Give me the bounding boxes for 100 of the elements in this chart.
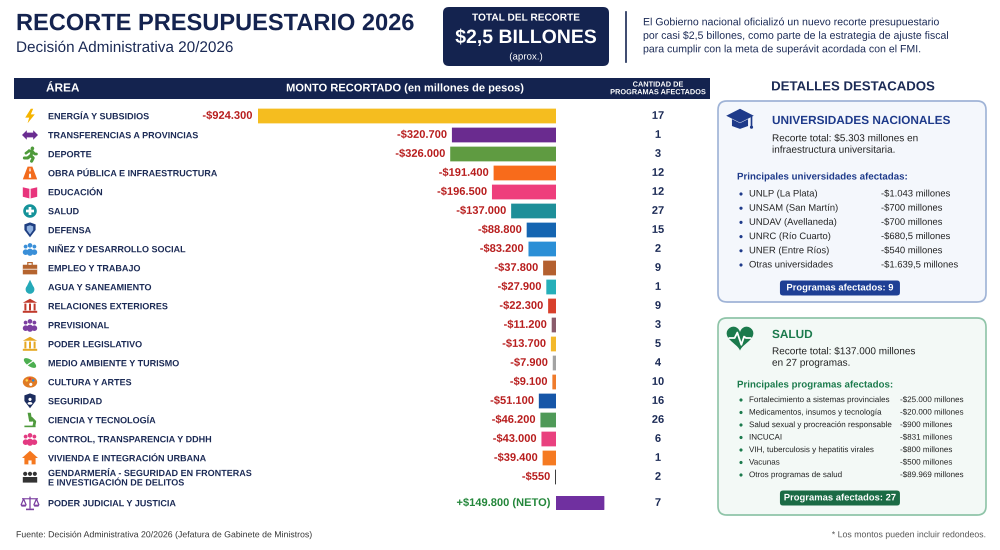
data-label: -$43.000 <box>493 434 536 443</box>
text: -$540 millones <box>881 246 942 254</box>
y-tick-label: AGUA Y SANEAMIENTO <box>48 284 152 290</box>
data-label: 2 <box>655 244 661 252</box>
text: VIH, tuberculosis y hepatitis virales <box>749 446 874 454</box>
text: -$1.043 millones <box>881 189 950 198</box>
text: UNER (Entre Ríos) <box>750 246 829 256</box>
data-label: -$137.000 <box>456 206 506 215</box>
data-label: 9 <box>655 263 661 271</box>
y-tick-label: CULTURA Y ARTES <box>48 378 132 386</box>
data-label: 12 <box>652 168 664 176</box>
y-tick-label: PODER JUDICIAL Y JUSTICIA <box>48 500 176 506</box>
data-label: 9 <box>655 301 661 309</box>
data-label: -$46.200 <box>492 414 536 424</box>
text: -$500 millones <box>900 458 952 466</box>
data-label: 4 <box>655 358 662 366</box>
data-label: -$13.700 <box>502 338 546 348</box>
y-tick-label: CONTROL, TRANSPARENCIA Y DDHH <box>48 436 212 444</box>
data-label: -$22.300 <box>500 300 543 310</box>
y-tick-label: MEDIO AMBIENTE Y TURISMO <box>48 360 179 366</box>
source-note: Fuente: Decisión Administrativa 20/2026 (Jefatura de Gabinete de Ministros) <box>16 530 312 540</box>
text: Otras universidades <box>749 260 833 268</box>
y-tick-label: OBRA PÚBLICA E INFRAESTRUCTURA <box>48 168 218 176</box>
data-label: -$11.200 <box>504 320 546 329</box>
y-tick-label: CIENCIA Y TECNOLOGÍA <box>48 415 156 424</box>
text: -$1.639,5 millones <box>881 260 958 269</box>
data-label: 15 <box>652 225 664 233</box>
y-tick-label: EMPLEO Y TRABAJO <box>48 264 140 272</box>
text: El Gobierno nacional oficializó un nuevo recorte presupuestario por casi $2,5 billones, como parte de la estrategia de ajuste fiscal para cumplir con la meta de superávit acordada con el FMI. <box>644 18 948 54</box>
data-label: -$9.100 <box>510 376 548 386</box>
data-label: +$149.800 (NETO) <box>456 498 550 508</box>
data-label: -$83.200 <box>480 244 524 253</box>
data-label: -$326.000 <box>396 148 445 158</box>
data-label: -$196.500 <box>437 186 487 196</box>
text: UNRC (Río Cuarto) <box>750 232 830 242</box>
y-axis-title: ÁREA <box>46 81 80 92</box>
data-label: -$39.400 <box>494 452 538 462</box>
y-tick-label: DEPORTE <box>48 150 92 158</box>
y-tick-label: TRANSFERENCIAS A PROVINCIAS <box>48 132 198 138</box>
y-tick-label: VIVIENDA E INTEGRACIÓN URBANA <box>48 453 206 462</box>
y-tick-label: PREVISIONAL <box>48 322 109 328</box>
y-tick-label: DEFENSA <box>48 226 91 234</box>
data-label: 16 <box>652 396 664 404</box>
text: -$680,5 millones <box>881 232 950 240</box>
data-label: 12 <box>652 187 664 195</box>
text: Principales programas afectados: <box>738 380 892 390</box>
x-axis-title: MONTO RECORTADO (en millones de pesos) <box>286 83 524 94</box>
data-label: 27 <box>652 206 664 214</box>
text: -$20.000 millones <box>900 408 964 416</box>
data-label: 3 <box>655 320 661 328</box>
data-label: -$924.300 <box>202 110 252 120</box>
data-label: 1 <box>656 282 661 290</box>
text: Fortalecimiento a sistemas provinciales <box>750 396 890 404</box>
data-label: 10 <box>652 377 664 385</box>
text: UNLP (La Plata) <box>750 190 818 198</box>
data-label: -$88.800 <box>478 224 522 234</box>
data-label: 1 <box>656 453 661 461</box>
text: -$900 millones <box>900 421 952 428</box>
data-label: -$51.100 <box>490 396 534 405</box>
text: SALUD <box>772 330 812 338</box>
data-label: 26 <box>652 415 664 423</box>
text: -$700 millones <box>881 204 942 212</box>
text: Recorte total: $5.303 millones en infraestructura universitaria. <box>772 134 918 153</box>
text: -$25.000 millones <box>900 396 964 403</box>
data-label: 2 <box>655 472 661 480</box>
text: TOTAL DEL RECORTE <box>472 14 580 21</box>
data-label: 1 <box>656 130 661 138</box>
text: Decisión Administrativa 20/2026 <box>17 40 233 52</box>
data-label: 3 <box>655 149 661 157</box>
text: UNSAM (San Martín) <box>750 204 838 213</box>
y-tick-label: ENERGÍA Y SUBSIDIOS <box>48 111 149 120</box>
y-tick-label: SALUD <box>48 208 79 214</box>
data-label: 6 <box>655 434 661 442</box>
text: Programas afectados: 9 <box>787 284 894 292</box>
chart-title: RECORTE PRESUPUESTARIO 2026 <box>18 14 414 30</box>
data-label: -$7.900 <box>510 358 548 367</box>
data-label: -$27.900 <box>498 282 541 291</box>
data-label: -$550 <box>522 472 550 481</box>
data-label: 17 <box>652 111 664 119</box>
text: Principales universidades afectadas: <box>738 172 907 182</box>
text: Otros programas de salud <box>749 471 842 479</box>
y-tick-label: PODER LEGISLATIVO <box>48 340 142 348</box>
text: Medicamentos, insumos y tecnología <box>750 408 882 416</box>
data-label: -$37.800 <box>494 262 538 272</box>
text: Recorte total: $137.000 millones en 27 programas. <box>772 346 916 368</box>
text: Salud sexual y procreación responsable <box>749 421 892 429</box>
text: DETALLES DESTACADOS <box>772 81 934 91</box>
data-label: -$320.700 <box>397 130 447 139</box>
data-label: -$191.400 <box>439 168 488 177</box>
text: -$800 millones <box>900 446 952 453</box>
text: (aprox.) <box>510 52 542 62</box>
y-tick-label: EDUCACIÓN <box>48 187 102 196</box>
text: INCUCAI <box>750 434 782 440</box>
y-tick-label: GENDARMERÍA - SEGURIDAD EN FRONTERAS E INVESTIGACIÓN DE DELITOS <box>48 468 252 486</box>
text: -$89.969 millones <box>900 471 964 478</box>
text: Programas afectados: 27 <box>784 494 896 502</box>
text: -$831 millones <box>900 434 952 440</box>
y-tick-label: SEGURIDAD <box>48 398 102 404</box>
text: -$700 millones <box>881 218 942 226</box>
y-tick-label: RELACIONES EXTERIORES <box>48 302 168 310</box>
